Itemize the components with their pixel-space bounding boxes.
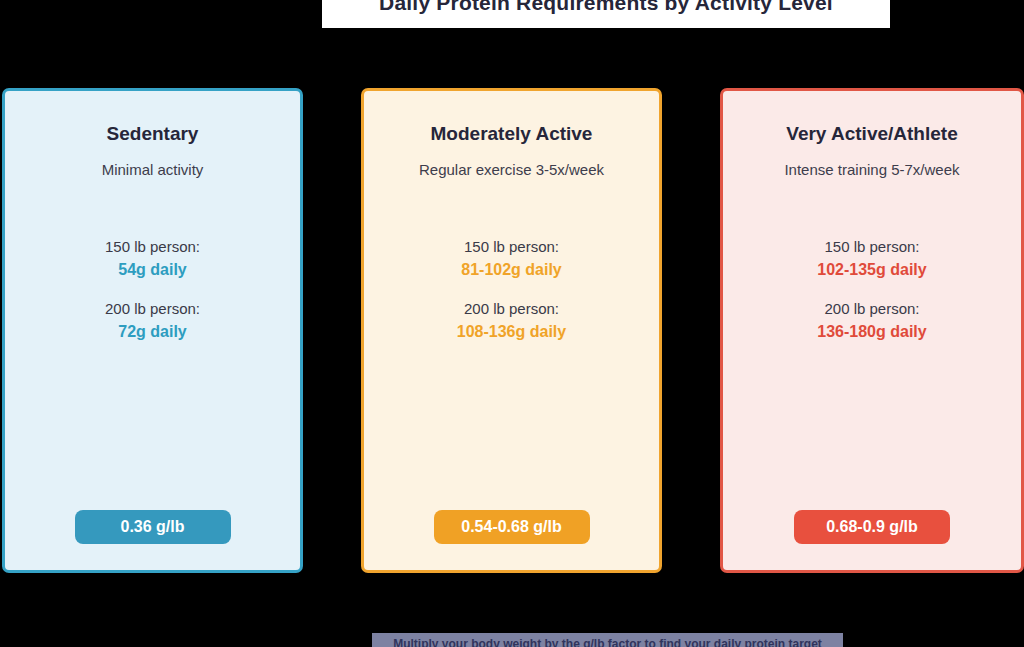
card-title: Sedentary: [107, 123, 199, 145]
infographic-canvas: Daily Protein Requirements by Activity L…: [0, 0, 1024, 647]
card-subtitle: Minimal activity: [102, 161, 204, 178]
card-rows: 150 lb person: 102-135g daily 200 lb per…: [817, 236, 926, 344]
card-rows: 150 lb person: 54g daily 200 lb person: …: [105, 236, 200, 344]
card-title: Very Active/Athlete: [786, 123, 957, 145]
protein-value: 54g daily: [118, 258, 186, 282]
weight-label: 150 lb person:: [464, 236, 559, 258]
protein-row: 150 lb person: 54g daily: [105, 236, 200, 282]
protein-row: 200 lb person: 72g daily: [105, 298, 200, 344]
weight-label: 150 lb person:: [824, 236, 919, 258]
protein-row: 200 lb person: 136-180g daily: [817, 298, 926, 344]
protein-value: 108-136g daily: [457, 320, 566, 344]
protein-value: 102-135g daily: [817, 258, 926, 282]
card-moderately-active: Moderately Active Regular exercise 3-5x/…: [361, 88, 662, 573]
footnote-bar: Multiply your body weight by the g/lb fa…: [372, 633, 843, 647]
card-very-active-athlete: Very Active/Athlete Intense training 5-7…: [720, 88, 1024, 573]
factor-badge: 0.36 g/lb: [75, 510, 231, 544]
card-subtitle: Intense training 5-7x/week: [784, 161, 959, 178]
title-strip: Daily Protein Requirements by Activity L…: [322, 0, 890, 28]
page-title: Daily Protein Requirements by Activity L…: [322, 0, 890, 15]
protein-row: 200 lb person: 108-136g daily: [457, 298, 566, 344]
protein-value: 136-180g daily: [817, 320, 926, 344]
weight-label: 150 lb person:: [105, 236, 200, 258]
protein-row: 150 lb person: 81-102g daily: [461, 236, 562, 282]
factor-badge: 0.54-0.68 g/lb: [434, 510, 590, 544]
card-title: Moderately Active: [431, 123, 593, 145]
card-subtitle: Regular exercise 3-5x/week: [419, 161, 604, 178]
protein-row: 150 lb person: 102-135g daily: [817, 236, 926, 282]
protein-value: 72g daily: [118, 320, 186, 344]
card-sedentary: Sedentary Minimal activity 150 lb person…: [2, 88, 303, 573]
weight-label: 200 lb person:: [464, 298, 559, 320]
protein-value: 81-102g daily: [461, 258, 562, 282]
footnote-text: Multiply your body weight by the g/lb fa…: [372, 635, 843, 647]
weight-label: 200 lb person:: [105, 298, 200, 320]
weight-label: 200 lb person:: [824, 298, 919, 320]
card-rows: 150 lb person: 81-102g daily 200 lb pers…: [457, 236, 566, 344]
factor-badge: 0.68-0.9 g/lb: [794, 510, 950, 544]
